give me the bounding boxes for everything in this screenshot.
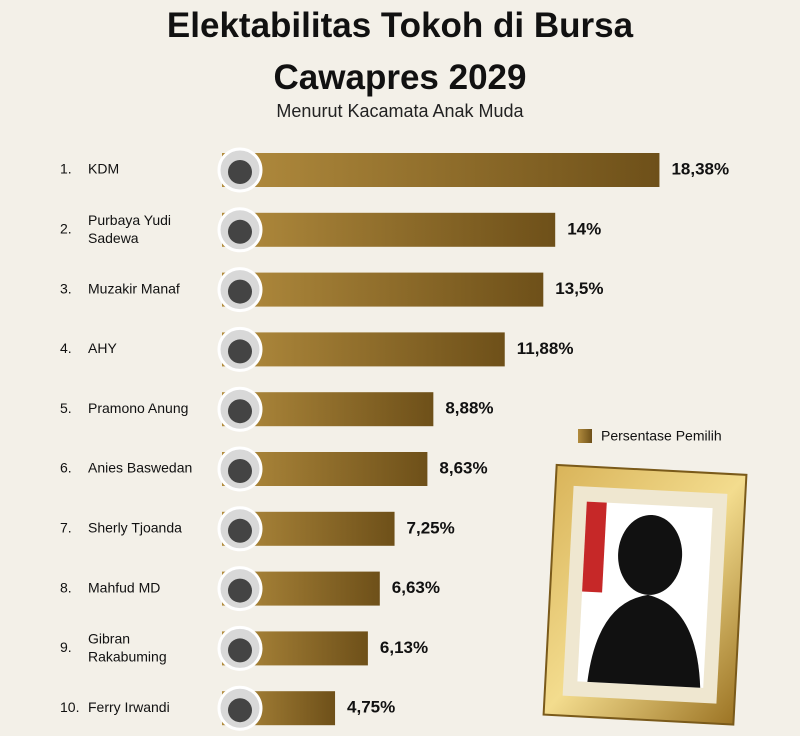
avatar-face [228,459,252,483]
value-label: 4,75% [347,698,395,717]
avatar-face [228,339,252,364]
value-label: 7,25% [407,518,455,537]
portrait-frame [542,463,748,726]
legend-label: Persentase Pemilih [601,428,722,444]
rank-label: 4. [60,340,72,356]
category-label: Pramono Anung [88,400,188,416]
bar [222,153,660,187]
avatar-face [228,578,252,603]
category-label: Mahfud MD [88,579,160,595]
avatar-face [228,399,252,424]
avatar-face [228,638,252,663]
rank-label: 1. [60,161,72,177]
bar [222,272,544,307]
value-label: 8,88% [445,399,493,418]
value-label: 11,88% [517,339,574,358]
value-label: 6,63% [392,578,440,597]
category-label: Sherly Tjoanda [88,520,182,536]
rank-label: 8. [60,579,72,595]
avatar-face [228,160,252,184]
rank-label: 2. [60,221,72,237]
rank-label: 6. [60,460,72,476]
category-label: KDM [88,161,119,177]
category-label: Purbaya Yudi Sadewa [88,212,171,246]
bar [222,212,556,247]
chart-title: Elektabilitas Tokoh di Bursa Cawapres 20… [166,6,634,97]
value-label: 8,63% [439,458,487,477]
category-label: AHY [88,340,117,356]
avatar-face [228,698,252,723]
category-label: Gibran Rakabuming [88,630,167,664]
rank-label: 9. [60,639,72,655]
category-label: Muzakir Manaf [88,280,180,296]
value-label: 6,13% [380,638,428,657]
value-label: 13,5% [555,279,603,298]
rank-label: 5. [60,400,72,416]
avatar-face [228,279,252,304]
bar [222,332,505,367]
rank-label: 3. [60,280,72,296]
rank-label: 7. [60,520,72,536]
category-label: Ferry Irwandi [88,699,170,715]
value-label: 18,38% [671,159,729,178]
category-label: Anies Baswedan [88,460,192,476]
legend-swatch [578,429,592,443]
avatar-face [228,219,252,244]
rank-label: 10. [60,699,79,715]
avatar-face [228,518,252,543]
chart-subtitle: Menurut Kacamata Anak Muda [276,101,524,121]
value-label: 14% [567,219,601,238]
